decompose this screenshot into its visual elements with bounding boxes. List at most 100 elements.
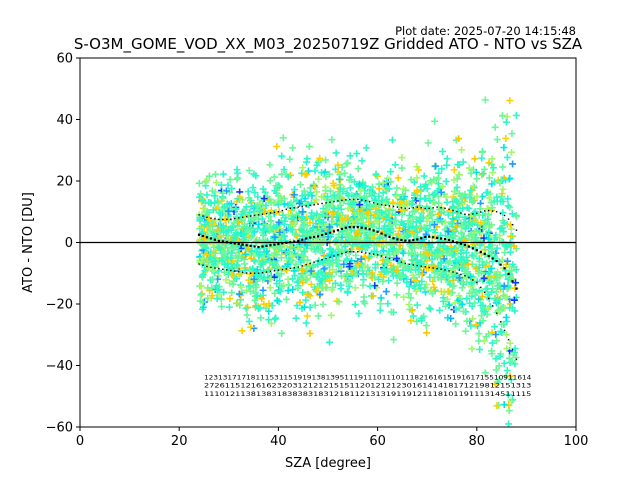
scatter-point <box>272 182 280 190</box>
scatter-point <box>201 267 209 275</box>
scatter-point <box>484 188 492 196</box>
lower-curve-point <box>396 260 399 262</box>
scatter-point <box>215 209 223 217</box>
scatter-point <box>425 192 433 200</box>
lower-curve-point <box>507 338 510 341</box>
scatter-point <box>244 227 252 235</box>
scatter-point <box>452 188 460 196</box>
scatter-point <box>274 201 282 209</box>
scatter-point <box>492 366 500 374</box>
lower-curve-point <box>301 265 303 267</box>
scatter-point <box>496 352 504 360</box>
scatter-point <box>493 402 501 410</box>
scatter-point <box>488 339 496 347</box>
scatter-point <box>270 173 278 181</box>
scatter-point <box>425 239 433 247</box>
scatter-point <box>394 174 402 182</box>
lower-curve-point <box>289 267 292 270</box>
scatter-point <box>303 158 311 166</box>
lower-curve-point <box>353 251 355 253</box>
scatter-point <box>243 311 251 319</box>
scatter-point <box>262 201 270 209</box>
scatter-point <box>426 221 434 229</box>
scatter-point <box>332 149 340 157</box>
upper-curve-point <box>491 210 494 212</box>
scatter-point <box>280 232 288 240</box>
scatter-point <box>305 201 313 209</box>
scatter-point <box>298 169 306 177</box>
scatter-point <box>500 219 508 227</box>
scatter-point <box>498 320 506 328</box>
scatter-point <box>396 259 404 267</box>
scatter-point <box>405 290 413 298</box>
upper-curve-point <box>249 215 252 217</box>
scatter-point <box>393 192 401 200</box>
scatter-point <box>329 266 337 274</box>
scatter-point <box>228 289 236 297</box>
count-label-row: 1231317171811153115191913813951119111011… <box>204 373 531 381</box>
scatter-point <box>426 197 434 205</box>
scatter-point <box>220 228 228 236</box>
scatter-point <box>199 298 207 306</box>
scatter-point <box>396 199 404 207</box>
scatter-point <box>286 155 294 163</box>
scatter-point <box>423 185 431 193</box>
scatter-point <box>499 185 507 193</box>
scatter-point <box>259 226 267 234</box>
scatter-point <box>275 218 283 226</box>
scatter-point <box>232 231 240 239</box>
mean-curve-point <box>432 236 435 239</box>
scatter-point <box>224 181 232 189</box>
mean-curve-point <box>412 238 415 242</box>
scatter-point <box>426 177 434 185</box>
scatter-point <box>503 113 511 121</box>
upper-curve-point <box>226 218 228 221</box>
count-label-row: 1110121138138318383831831218112131319119… <box>204 390 531 398</box>
scatter-point <box>507 397 515 405</box>
scatter-point <box>495 307 503 315</box>
scatter-point <box>333 212 341 220</box>
scatter-point <box>205 172 213 180</box>
scatter-point <box>345 249 353 257</box>
scatter-point <box>469 315 477 323</box>
scatter-point <box>510 242 518 250</box>
scatter-point <box>335 175 343 183</box>
mean-curve-point <box>320 234 324 237</box>
scatter-point <box>273 223 281 231</box>
scatter-point <box>328 286 336 294</box>
scatter-point <box>225 303 233 311</box>
scatter-point <box>341 169 349 177</box>
scatter-point <box>366 185 374 193</box>
scatter-point <box>438 217 446 225</box>
scatter-point <box>338 215 346 223</box>
lower-curve-point <box>480 286 482 289</box>
upper-curve-point <box>230 218 232 220</box>
scatter-point <box>247 323 255 331</box>
scatter-point <box>381 222 389 230</box>
lower-curve-point <box>460 273 462 276</box>
scatter-point <box>473 277 481 285</box>
lower-curve-point <box>230 269 232 272</box>
upper-curve-point <box>380 203 383 206</box>
upper-curve-point <box>499 212 502 215</box>
scatter-point <box>331 279 339 287</box>
lower-curve-point <box>361 251 363 254</box>
scatter-point <box>458 284 466 292</box>
scatter-point <box>241 266 249 274</box>
upper-curve-point <box>357 198 359 201</box>
scatter-point <box>442 193 450 201</box>
scatter-point <box>506 339 514 347</box>
scatter-point <box>465 289 473 297</box>
scatter-point <box>372 260 380 268</box>
scatter-point <box>483 285 491 293</box>
mean-curve-point <box>503 267 506 270</box>
scatter-point <box>400 261 408 269</box>
scatter-point <box>429 277 437 285</box>
scatter-point <box>220 288 228 296</box>
scatter-point <box>320 265 328 273</box>
scatter-point <box>199 196 207 204</box>
scatter-point <box>411 244 419 252</box>
scatter-point <box>371 273 379 281</box>
scatter-point <box>505 420 513 428</box>
